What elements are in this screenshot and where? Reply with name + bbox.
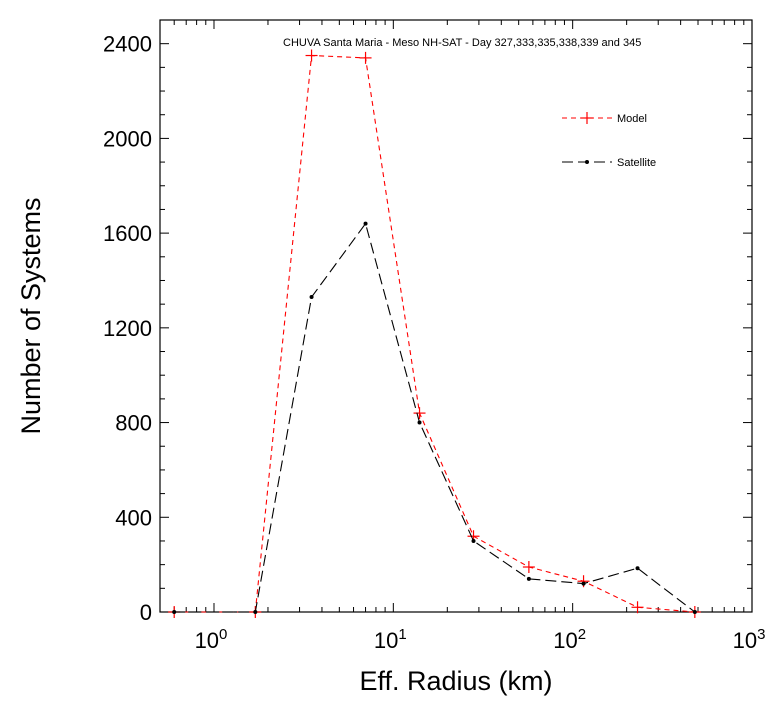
x-tick-label: 102 [553,626,586,653]
data-point-marker [172,610,177,614]
series-line [174,222,696,613]
x-tick-labels: 100 101 102 103 [195,626,766,653]
legend: Model Satellite [562,112,656,169]
y-tick-label: 400 [115,505,152,530]
axis-ticks [159,19,753,613]
y-tick-labels: 0 400 800 1200 1600 2000 2400 [103,32,152,625]
data-point-marker [417,420,422,425]
y-axis-title: Number of Systems [16,197,46,434]
data-point-marker [305,49,318,62]
legend-entry-satellite: Satellite [562,157,656,169]
x-tick-label: 101 [374,626,407,653]
y-tick-label: 2000 [103,126,152,151]
legend-label: Model [617,113,647,125]
data-point-marker [585,160,589,164]
data-point-marker [581,581,586,586]
y-tick-label: 0 [140,600,152,625]
data-point-marker [692,610,697,614]
data-point-marker [635,566,640,571]
series-satellite [172,221,697,614]
legend-label: Satellite [617,157,656,169]
x-tick-label: 103 [733,626,766,653]
data-point-marker [253,610,258,614]
series-layer [168,49,701,618]
data-point-marker [522,561,535,574]
x-tick-label: 100 [195,626,228,653]
y-tick-label: 1200 [103,316,152,341]
plot-frame [159,19,753,613]
data-point-marker [363,221,368,226]
data-point-marker [359,51,372,64]
chart-title: CHUVA Santa Maria - Meso NH-SAT - Day 32… [283,37,641,49]
data-point-marker [631,601,644,614]
data-point-marker [581,112,593,124]
legend-entry-model: Model [562,112,647,125]
data-point-marker [413,407,426,420]
data-point-marker [526,576,531,581]
y-tick-label: 1600 [103,221,152,246]
x-axis-title: Eff. Radius (km) [359,666,552,696]
series-line [174,54,695,613]
series-model [168,49,701,618]
y-tick-label: 800 [115,411,152,436]
data-point-marker [471,538,476,543]
data-point-marker [309,295,314,300]
y-tick-label: 2400 [103,32,152,57]
